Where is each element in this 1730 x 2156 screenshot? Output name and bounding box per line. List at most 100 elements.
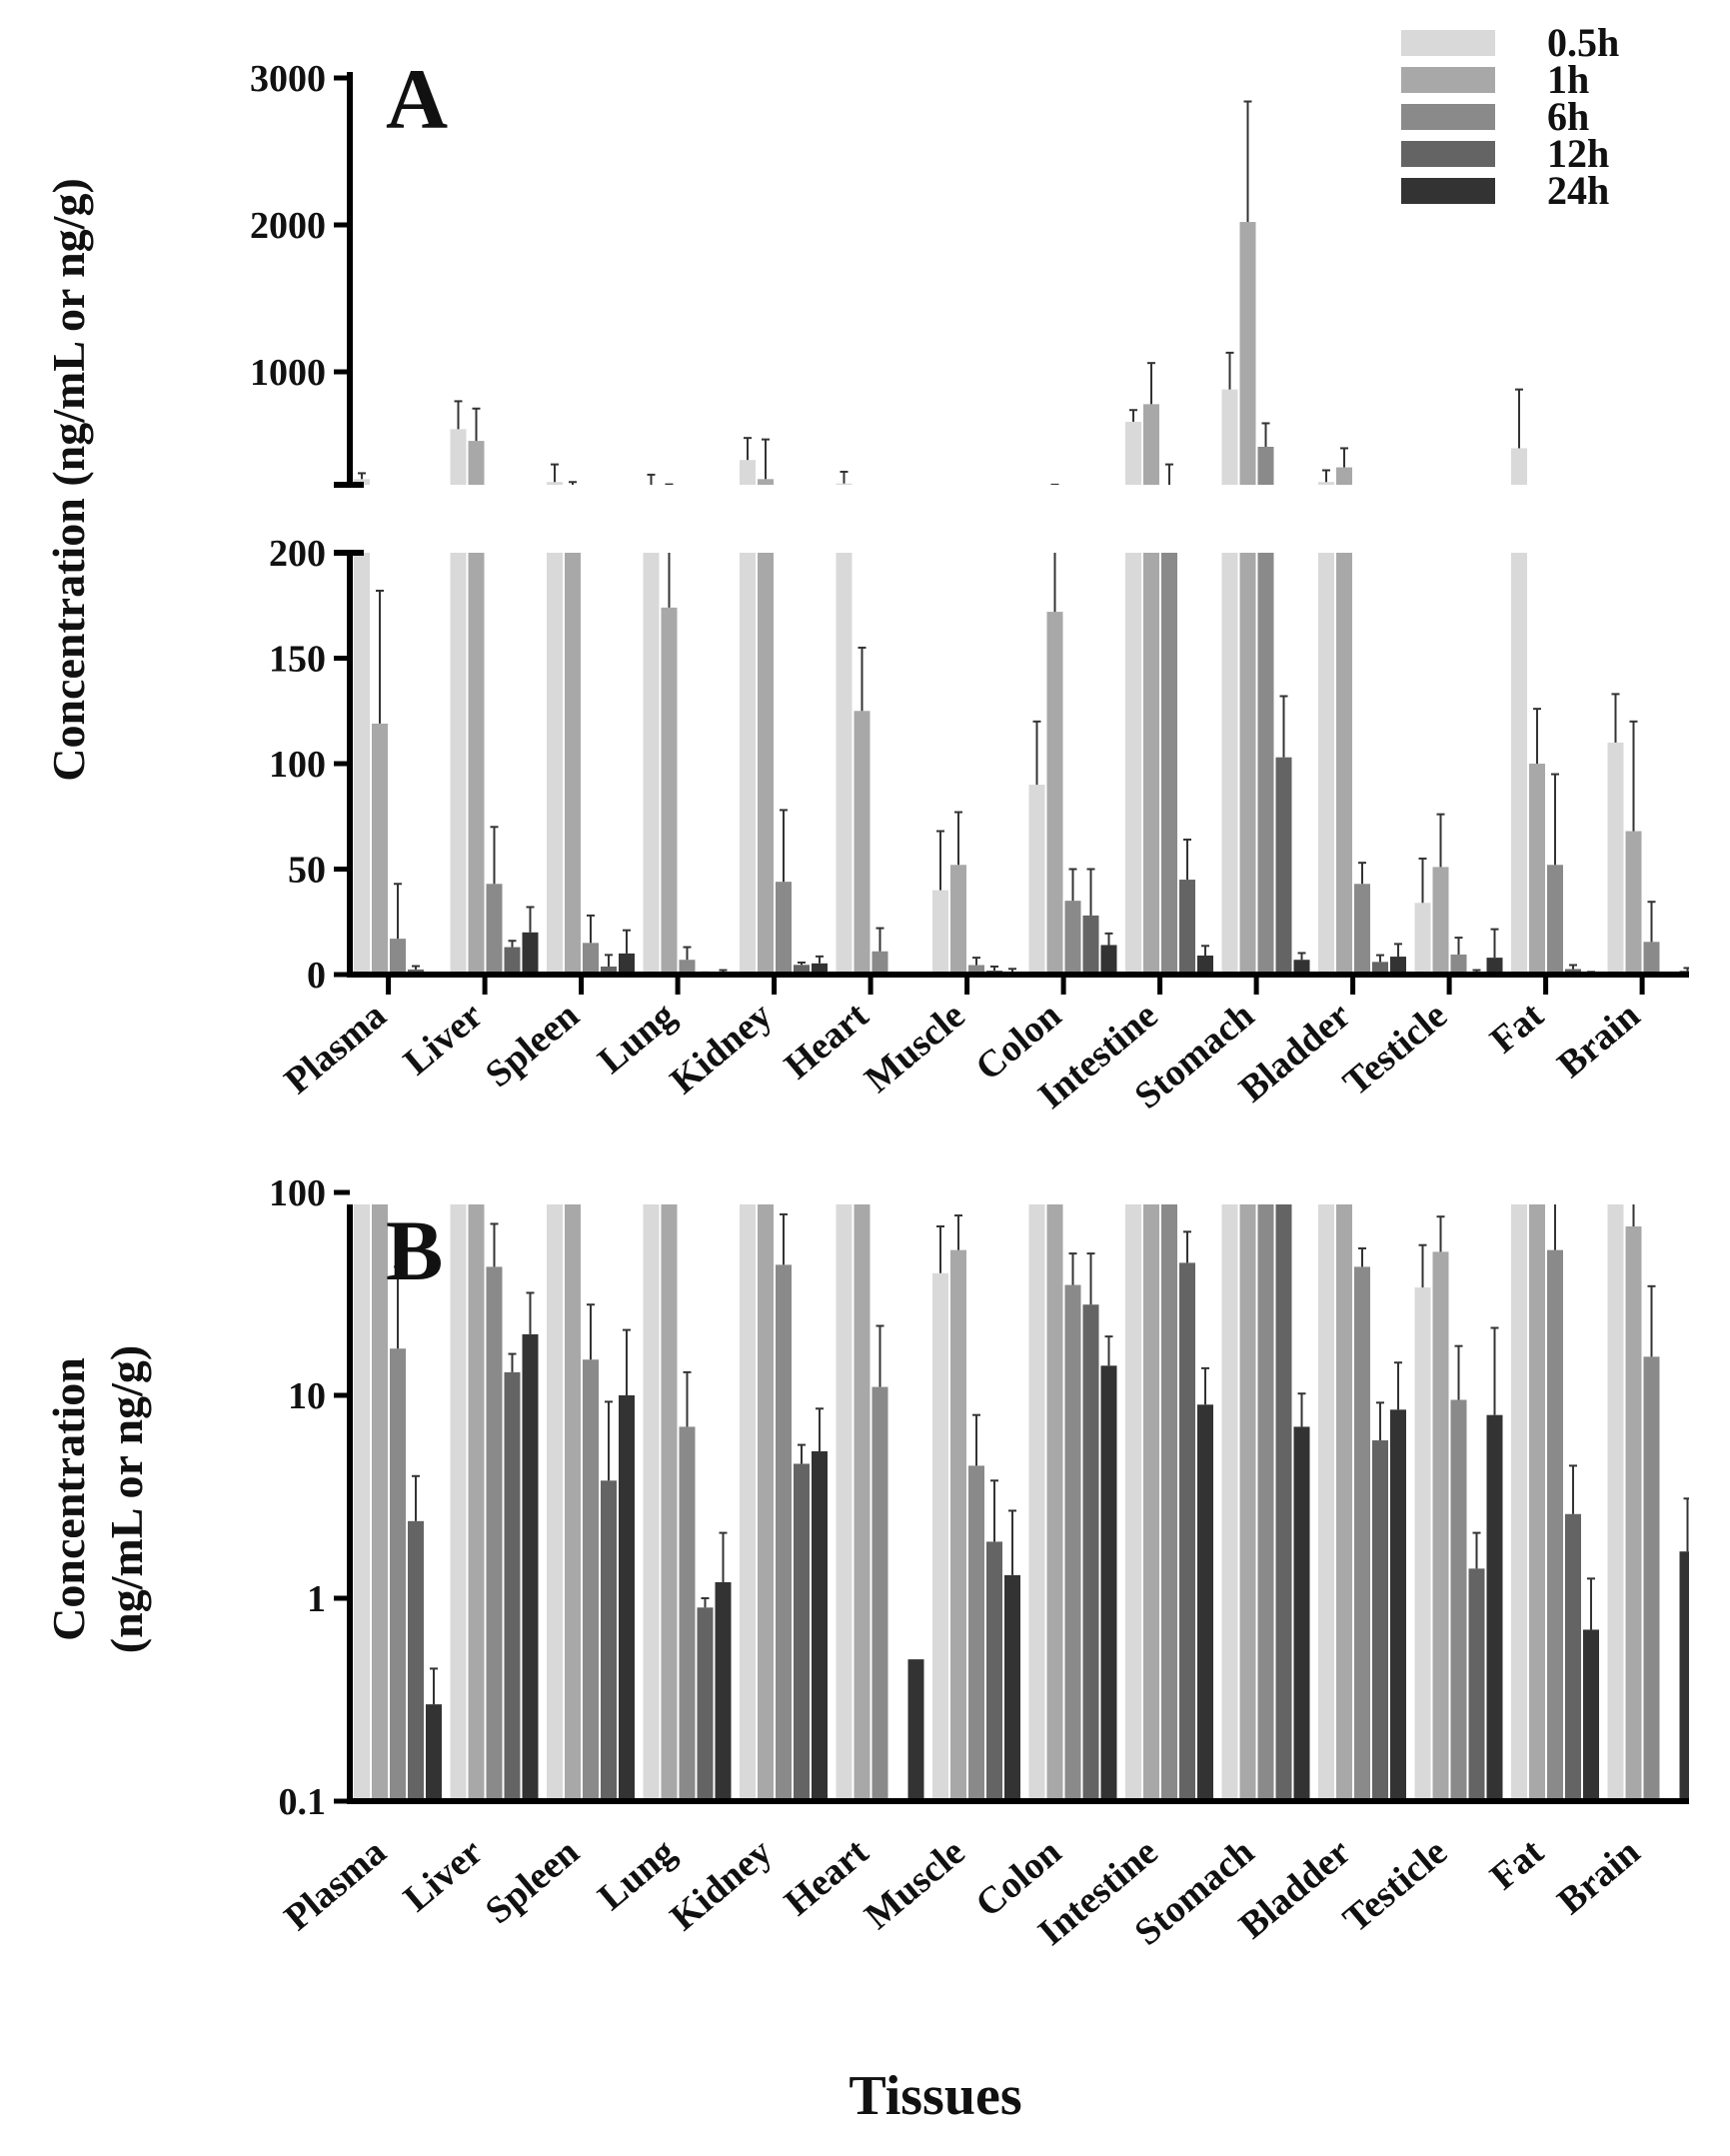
legend-label-1h: 1h (1547, 57, 1589, 102)
bar-b-plasma-1h (372, 1204, 388, 1801)
legend-label-24h: 24h (1547, 168, 1609, 213)
x-tick-label-a-spleen: Spleen (478, 995, 588, 1095)
bar-b-muscle-1h (950, 1249, 966, 1801)
legend-swatch-24h (1401, 178, 1495, 204)
bar-b-heart-6h (871, 1386, 888, 1801)
y-axis-title-a: Concentration (ng/mL or ng/g) (43, 178, 94, 782)
bar-a-upper-kidney-0.5h (740, 460, 756, 485)
bar-a-upper-fat-0.5h (1511, 448, 1527, 485)
x-tick-label-a-kidney: Kidney (663, 995, 781, 1102)
bar-b-liver-0.5h (450, 1204, 467, 1801)
x-tick-label-b-plasma: Plasma (277, 1831, 395, 1939)
bar-b-colon-24h (1100, 1365, 1117, 1801)
bar-a-lower-brain-0.5h (1607, 742, 1624, 975)
bar-a-lower-kidney-12h (794, 965, 810, 975)
bar-a-lower-testicle-1h (1432, 867, 1449, 975)
bar-a-lower-heart-1h (854, 711, 870, 975)
bar-b-bladder-12h (1372, 1440, 1388, 1801)
bar-a-upper-liver-0.5h (450, 429, 467, 485)
bar-b-fat-24h (1583, 1629, 1599, 1801)
bar-a-lower-stomach-12h (1275, 757, 1292, 975)
bar-a-lower-kidney-24h (812, 963, 828, 975)
legend-label-0.5h: 0.5h (1547, 20, 1619, 65)
x-tick-label-b-bladder: Bladder (1231, 1831, 1358, 1947)
bar-a-lower-fat-6h (1547, 865, 1563, 975)
bar-b-intestine-6h (1161, 1204, 1177, 1801)
bar-b-kidney-0.5h (740, 1204, 756, 1801)
y-tick-label-a-150: 150 (269, 639, 326, 681)
bar-a-lower-kidney-0.5h (740, 553, 756, 975)
bar-b-spleen-12h (601, 1480, 617, 1801)
bar-a-lower-spleen-1h (565, 553, 581, 975)
x-tick-label-a-liver: Liver (396, 995, 491, 1083)
bar-b-plasma-0.5h (354, 1204, 370, 1801)
bar-b-bladder-1h (1336, 1204, 1352, 1801)
bar-a-lower-colon-6h (1064, 901, 1081, 975)
bar-a-lower-intestine-6h (1161, 553, 1177, 975)
bar-b-liver-1h (468, 1204, 485, 1801)
bar-b-stomach-0.5h (1221, 1204, 1238, 1801)
bar-a-lower-bladder-1h (1336, 553, 1352, 975)
bar-a-lower-colon-1h (1046, 612, 1063, 975)
bar-b-bladder-24h (1390, 1409, 1406, 1801)
bar-b-stomach-1h (1239, 1204, 1256, 1801)
bar-a-lower-muscle-0.5h (932, 890, 948, 975)
bar-a-lower-intestine-1h (1143, 553, 1159, 975)
bar-a-lower-spleen-24h (619, 953, 635, 975)
bar-a-lower-brain-1h (1625, 831, 1642, 975)
bar-a-lower-lung-6h (679, 960, 696, 975)
bar-b-intestine-24h (1197, 1404, 1213, 1801)
panel-a-lower-bars (354, 553, 1689, 976)
bar-b-kidney-12h (794, 1463, 810, 1801)
bar-b-plasma-24h (426, 1704, 442, 1801)
bar-a-lower-colon-0.5h (1028, 785, 1045, 975)
bar-a-upper-stomach-1h (1239, 222, 1256, 485)
bar-b-spleen-24h (619, 1395, 635, 1801)
bar-a-lower-spleen-6h (583, 943, 599, 975)
bar-b-muscle-6h (968, 1465, 984, 1801)
y-axis-title-b-line1: Concentration (43, 1357, 94, 1641)
legend-label-12h: 12h (1547, 131, 1609, 176)
bar-a-lower-bladder-6h (1354, 884, 1370, 975)
bar-a-lower-bladder-24h (1390, 957, 1406, 975)
bar-a-lower-bladder-12h (1372, 962, 1388, 975)
legend-label-6h: 6h (1547, 94, 1589, 139)
bar-b-bladder-0.5h (1318, 1204, 1334, 1801)
bar-b-lung-24h (715, 1581, 732, 1801)
bar-b-brain-1h (1625, 1226, 1642, 1801)
bar-b-testicle-12h (1468, 1568, 1485, 1801)
bar-a-lower-fat-1h (1529, 764, 1545, 975)
bar-a-lower-liver-24h (522, 932, 539, 975)
y-tick-label-a-3000: 3000 (250, 58, 326, 100)
bar-b-testicle-24h (1486, 1414, 1503, 1801)
y-axis-title-b-line2: (ng/mL or ng/g) (101, 1345, 152, 1653)
bar-b-muscle-24h (1004, 1574, 1020, 1801)
bar-b-stomach-24h (1293, 1426, 1310, 1801)
x-tick-label-a-bladder: Bladder (1231, 995, 1358, 1110)
bar-b-heart-0.5h (836, 1204, 853, 1801)
bar-b-fat-0.5h (1511, 1204, 1527, 1801)
x-tick-label-a-brain: Brain (1550, 995, 1648, 1086)
bar-a-upper-intestine-0.5h (1125, 421, 1141, 485)
legend-swatch-12h (1401, 141, 1495, 167)
bar-a-lower-testicle-6h (1450, 954, 1467, 975)
bar-b-intestine-0.5h (1125, 1204, 1141, 1801)
bar-a-upper-stomach-6h (1257, 446, 1274, 485)
bar-a-lower-intestine-24h (1197, 956, 1213, 975)
bar-a-lower-plasma-0.5h (354, 553, 370, 975)
bar-b-testicle-1h (1432, 1251, 1449, 1801)
y-tick-label-a-50: 50 (288, 850, 326, 892)
bar-a-lower-stomach-0.5h (1221, 553, 1238, 975)
bar-b-lung-6h (679, 1426, 696, 1801)
bar-b-kidney-6h (776, 1264, 792, 1801)
bar-a-upper-bladder-0.5h (1318, 482, 1334, 485)
bar-a-lower-testicle-0.5h (1414, 903, 1431, 975)
bar-a-lower-fat-0.5h (1511, 553, 1527, 975)
bar-b-stomach-12h (1275, 1204, 1292, 1801)
bar-b-brain-6h (1643, 1356, 1660, 1801)
bar-a-lower-kidney-1h (758, 553, 774, 975)
bar-a-lower-liver-12h (504, 947, 521, 975)
bar-a-lower-heart-0.5h (836, 553, 853, 975)
